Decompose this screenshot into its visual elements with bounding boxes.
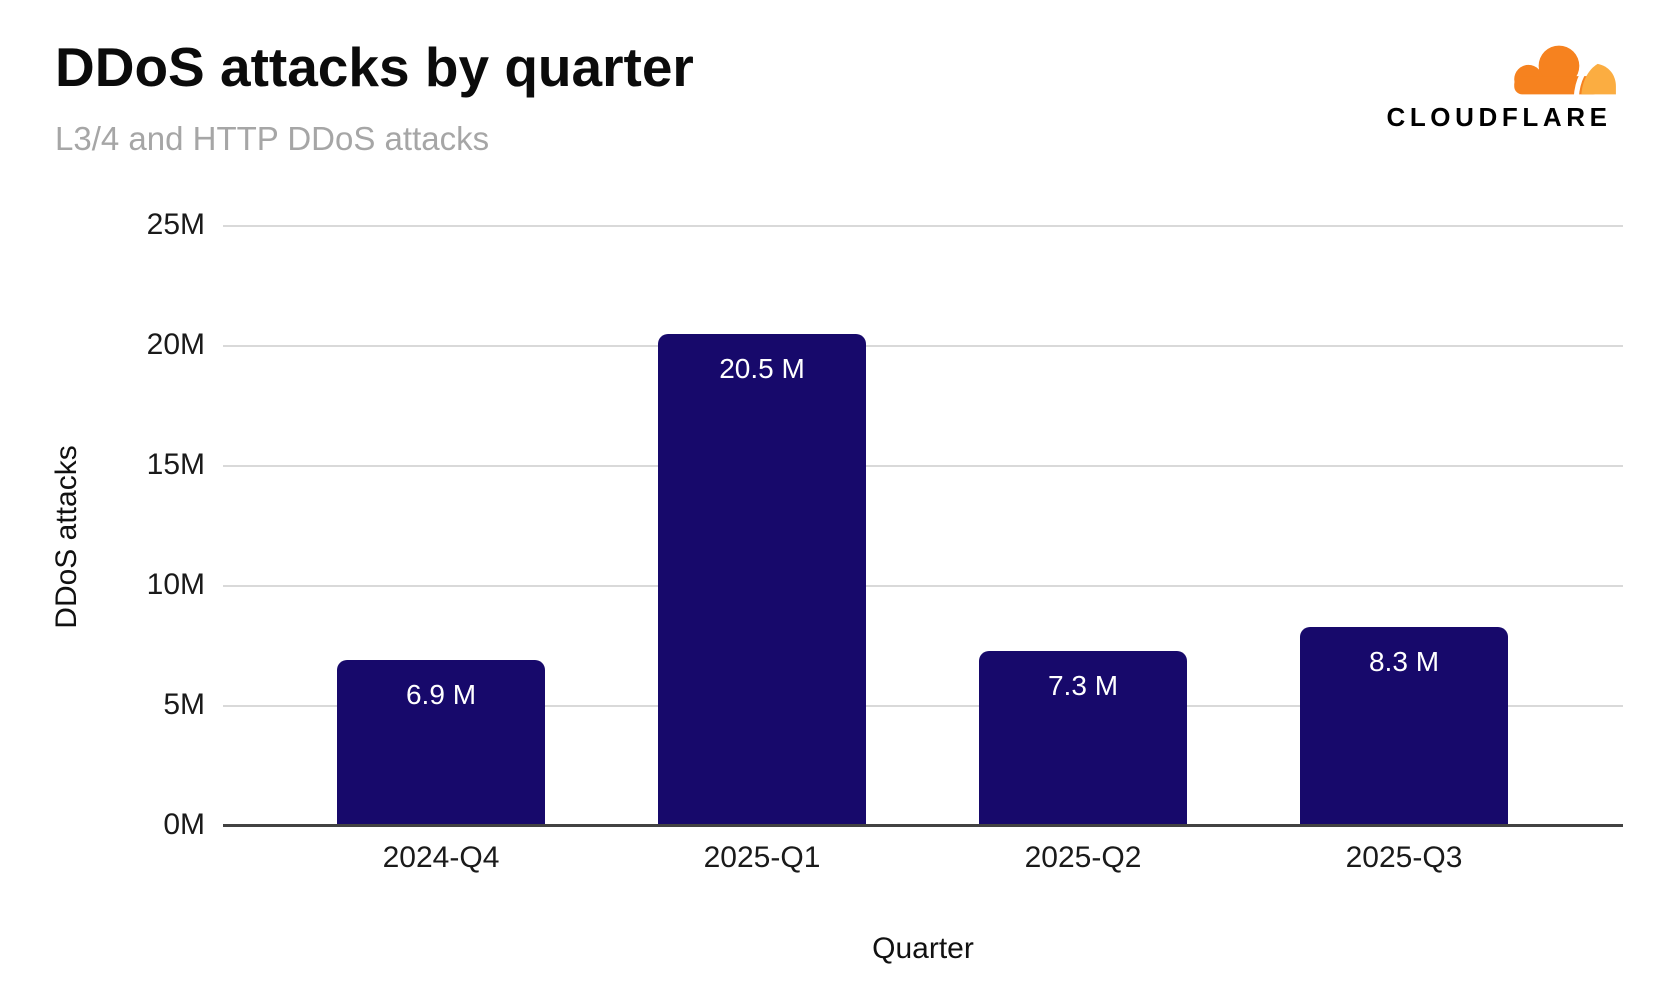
- y-axis-title: DDoS attacks: [50, 445, 83, 629]
- gridline-15m: [223, 465, 1623, 467]
- bar-2025-q3[interactable]: 8.3 M: [1300, 627, 1508, 827]
- plot-area: 6.9 M 20.5 M 7.3 M 8.3 M: [223, 225, 1623, 828]
- y-tick-5m: 5M: [163, 688, 205, 721]
- x-tick-2024-q4: 2024-Q4: [382, 841, 500, 874]
- gridline-10m: [223, 585, 1623, 587]
- x-tick-2025-q3: 2025-Q3: [1345, 841, 1463, 874]
- bar-value-label: 20.5 M: [719, 353, 805, 384]
- y-tick-20m: 20M: [146, 328, 205, 361]
- page-title: DDoS attacks by quarter: [55, 36, 694, 98]
- y-tick-0m: 0M: [163, 808, 205, 841]
- bar-2025-q2[interactable]: 7.3 M: [979, 651, 1187, 827]
- y-tick-15m: 15M: [146, 448, 205, 481]
- y-tick-25m: 25M: [146, 208, 205, 241]
- bar-2025-q1[interactable]: 20.5 M: [658, 334, 866, 827]
- bar-2024-q4[interactable]: 6.9 M: [337, 660, 545, 827]
- gridline-20m: [223, 345, 1623, 347]
- y-tick-10m: 10M: [146, 568, 205, 601]
- x-axis-title: Quarter: [872, 932, 974, 965]
- bar-value-label: 8.3 M: [1368, 646, 1440, 677]
- cloudflare-logo: CLOUDFLARE: [1375, 40, 1623, 135]
- x-tick-2025-q1: 2025-Q1: [703, 841, 821, 874]
- gridline-5m: [223, 705, 1623, 707]
- x-axis-line: [223, 824, 1623, 827]
- gridline-25m: [223, 225, 1623, 227]
- bar-value-label: 6.9 M: [405, 679, 477, 710]
- bar-value-label: 7.3 M: [1047, 670, 1119, 701]
- cloudflare-wordmark: CLOUDFLARE: [1386, 102, 1612, 132]
- cloudflare-cloud-icon: [1514, 45, 1616, 100]
- x-tick-2025-q2: 2025-Q2: [1024, 841, 1142, 874]
- chart-subtitle: L3/4 and HTTP DDoS attacks: [55, 120, 490, 157]
